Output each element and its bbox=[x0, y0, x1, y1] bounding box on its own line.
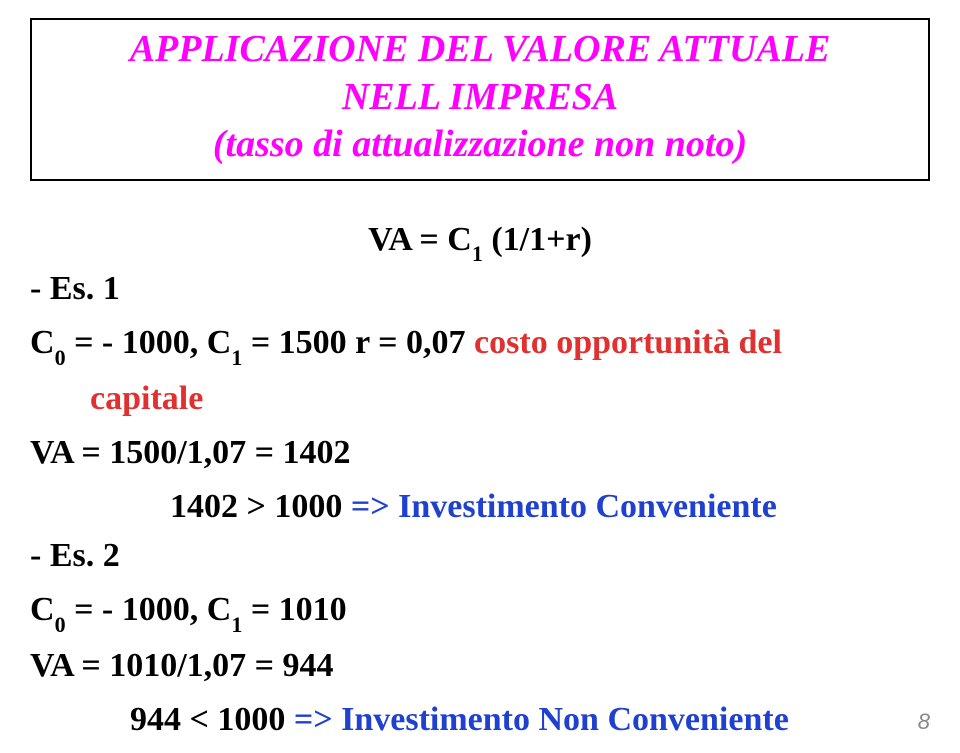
formula-va-pre: VA = C bbox=[368, 221, 472, 258]
ex1-c1-post: = 1500 r = 0,07 bbox=[242, 324, 474, 361]
ex1-compare: 1402 > 1000 bbox=[170, 488, 342, 525]
ex1-c0-pre: C bbox=[30, 324, 55, 361]
title-line-3: (tasso di attualizzazione non noto) bbox=[42, 121, 918, 169]
dash-1: - bbox=[30, 270, 41, 307]
formula-va: VA = C1 (1/1+r) bbox=[30, 221, 930, 264]
ex2-label: Es. 2 bbox=[50, 537, 120, 574]
ex2-arrow: => Investimento Non Conveniente bbox=[285, 701, 788, 738]
title-line-1: APPLICAZIONE DEL VALORE ATTUALE bbox=[42, 26, 918, 74]
ex2-result-row: 944 < 1000 => Investimento Non Convenien… bbox=[30, 696, 930, 744]
ex1-arrow: => Investimento Conveniente bbox=[342, 488, 776, 525]
title-box: APPLICAZIONE DEL VALORE ATTUALE NELL IMP… bbox=[30, 18, 930, 181]
ex1-c1-sub: 1 bbox=[231, 345, 242, 370]
ex2-c0-sub: 0 bbox=[55, 612, 66, 637]
formula-va-sub: 1 bbox=[472, 241, 483, 266]
ex1-costo: costo opportunità del bbox=[474, 324, 782, 361]
dash-2: - bbox=[30, 537, 50, 574]
slide: APPLICAZIONE DEL VALORE ATTUALE NELL IMP… bbox=[0, 0, 960, 753]
ex2-compare: 944 < 1000 bbox=[130, 701, 285, 738]
ex1-label: Es. 1 bbox=[50, 270, 120, 307]
ex2-label-row: - Es. 2 bbox=[30, 532, 930, 580]
page-number: 8 bbox=[918, 709, 930, 735]
ex1-row-capitale: capitale bbox=[30, 375, 930, 423]
ex2-va-calc: VA = 1010/1,07 = 944 bbox=[30, 642, 930, 690]
formula-va-rest: (1/1+r) bbox=[483, 221, 592, 258]
ex2-c1-sub: 1 bbox=[231, 612, 242, 637]
ex1-row-1: C0 = - 1000, C1 = 1500 r = 0,07 costo op… bbox=[30, 319, 930, 370]
title-line-2: NELL IMPRESA bbox=[42, 74, 918, 122]
ex1-result-row: 1402 > 1000 => Investimento Conveniente bbox=[30, 483, 930, 531]
ex1-va-calc: VA = 1500/1,07 = 1402 bbox=[30, 429, 930, 477]
ex1-c0-sub: 0 bbox=[55, 345, 66, 370]
ex1-c0-mid: = - 1000, C bbox=[66, 324, 232, 361]
ex2-c0-pre: C bbox=[30, 591, 55, 628]
ex2-row-1: C0 = - 1000, C1 = 1010 bbox=[30, 586, 930, 637]
ex1-label-row: - Es. 1 bbox=[30, 265, 930, 313]
ex2-c1-post: = 1010 bbox=[242, 591, 346, 628]
ex1-capitale: capitale bbox=[90, 380, 203, 417]
ex2-c0-mid: = - 1000, C bbox=[66, 591, 232, 628]
